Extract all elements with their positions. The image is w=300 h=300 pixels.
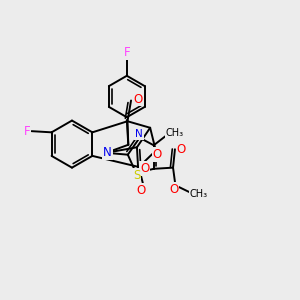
Text: O: O [136,184,145,196]
Text: O: O [169,183,178,196]
Text: N: N [135,129,143,139]
Text: F: F [24,125,30,138]
Text: N: N [103,146,112,159]
Text: F: F [124,46,130,59]
Text: S: S [133,169,140,182]
Text: CH₃: CH₃ [166,128,184,138]
Text: CH₃: CH₃ [190,189,208,199]
Text: O: O [140,162,149,175]
Text: O: O [153,148,162,161]
Text: O: O [177,143,186,156]
Text: O: O [133,92,142,106]
